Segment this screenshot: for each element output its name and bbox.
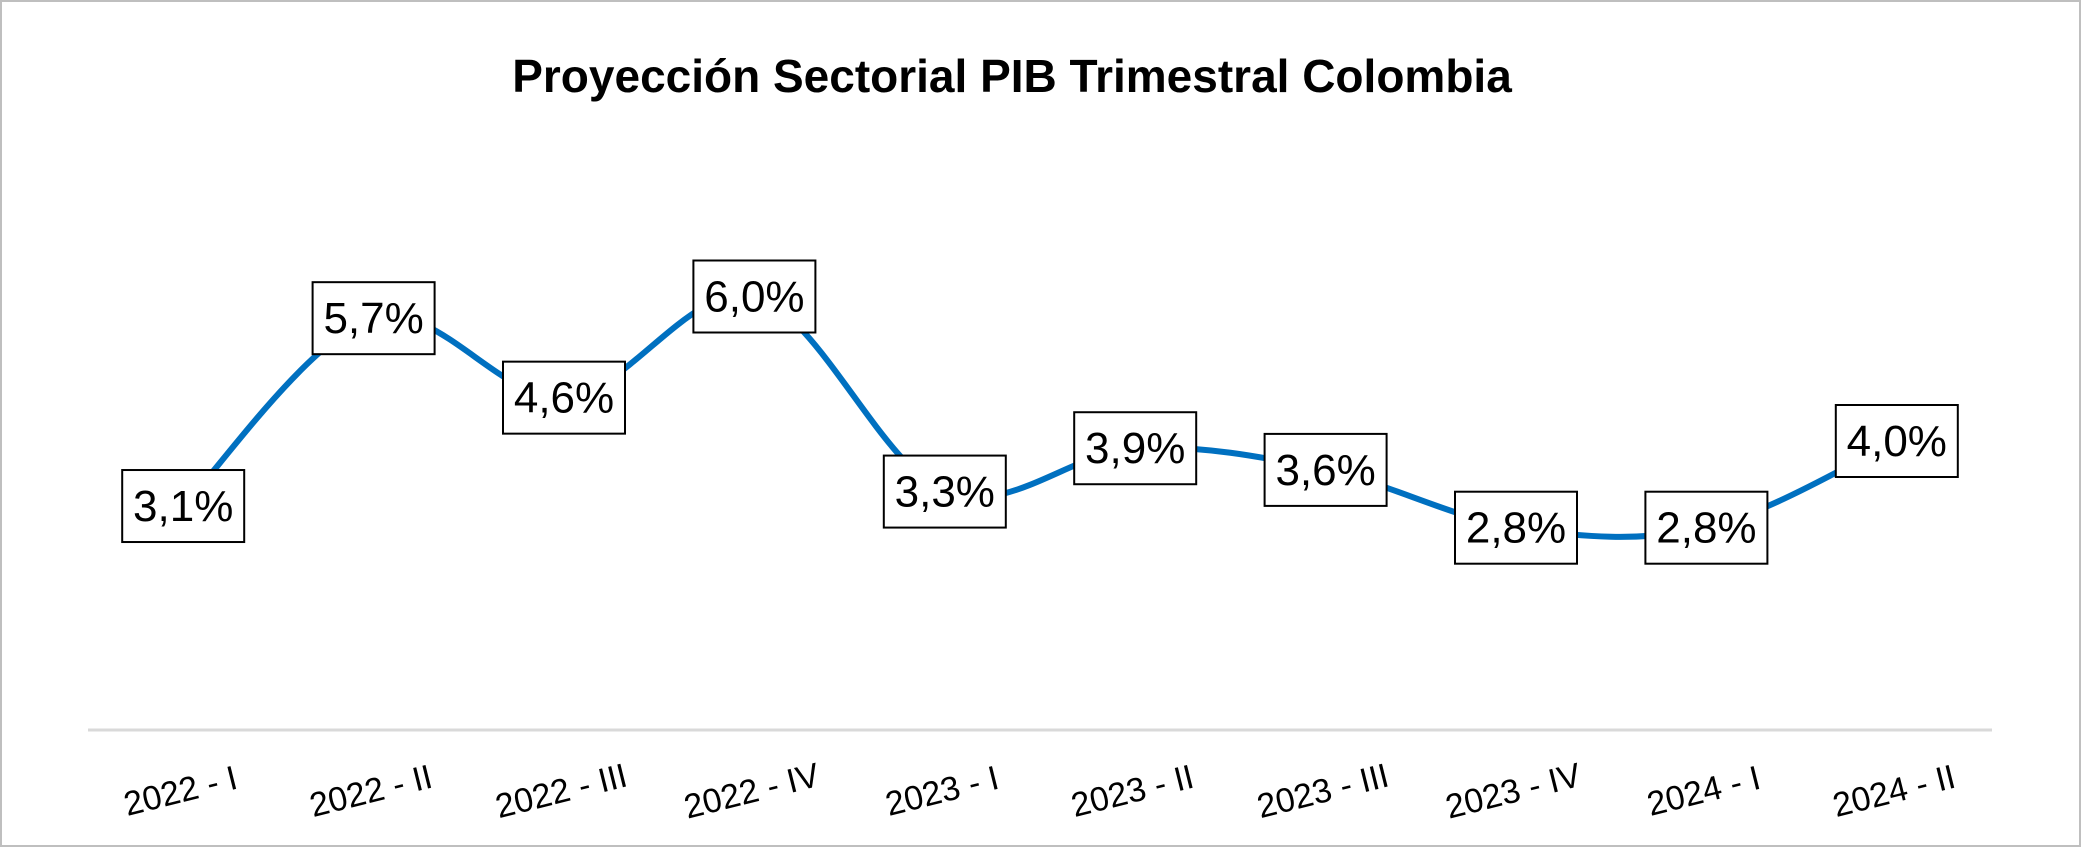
data-label: 4,0%: [1834, 404, 1959, 478]
x-tick-label: 2022 - II: [306, 758, 436, 825]
data-label: 2,8%: [1454, 490, 1578, 565]
data-label-text: 5,7%: [323, 294, 423, 343]
x-tick-label: 2022 - III: [492, 757, 631, 826]
data-label-box: [1834, 404, 1959, 478]
data-label-text: 2,8%: [1466, 504, 1566, 553]
x-tick-label: 2023 - III: [1253, 757, 1392, 826]
data-label-text: 3,1%: [133, 482, 233, 531]
x-tick-label: 2023 - I: [882, 759, 1003, 824]
data-labels-group: 3,1% 5,7% 4,6% 6,0% 3,3% 3,9% 3,6% 2,8% 2,8% 4,0%: [121, 259, 1959, 565]
series-group: [180, 292, 1900, 540]
data-label-text: 4,0%: [1847, 417, 1947, 466]
x-tick-label: 2022 - IV: [680, 756, 823, 826]
data-label-text: 3,9%: [1085, 424, 1185, 473]
data-label-box: [311, 281, 436, 356]
x-tick-labels-group: 2022 - I 2022 - II 2022 - III 2022 - IV 2023…: [120, 756, 1959, 826]
data-label-box: [1454, 490, 1578, 565]
data-label: 6,0%: [692, 259, 817, 334]
data-label: 3,1%: [121, 469, 246, 544]
data-label: 3,3%: [882, 454, 1007, 529]
data-label: 2,8%: [1644, 490, 1769, 565]
data-label: 5,7%: [311, 281, 436, 356]
x-tick-label: 2023 - II: [1067, 758, 1197, 825]
data-label-box: [692, 259, 817, 334]
data-label: 3,6%: [1263, 432, 1388, 507]
data-label-text: 2,8%: [1656, 504, 1756, 553]
data-label-box: [121, 469, 246, 544]
x-tick-label: 2024 - I: [1643, 759, 1764, 824]
data-label-box: [1644, 490, 1769, 565]
data-label-text: 3,3%: [895, 468, 995, 517]
x-tick-label: 2022 - I: [120, 759, 241, 824]
x-tick-label: 2024 - II: [1829, 758, 1959, 825]
series-line: [180, 292, 1900, 540]
data-label-box: [1073, 411, 1198, 486]
data-label: 4,6%: [502, 360, 626, 435]
data-label-box: [882, 454, 1007, 529]
data-label: 3,9%: [1073, 411, 1198, 486]
data-label-text: 3,6%: [1275, 446, 1375, 495]
data-label-box: [1263, 432, 1388, 507]
data-label-text: 4,6%: [514, 374, 614, 423]
data-label-box: [502, 360, 626, 435]
data-label-text: 6,0%: [704, 273, 804, 322]
x-tick-label: 2023 - IV: [1442, 756, 1585, 826]
chart-title: Proyección Sectorial PIB Trimestral Colo…: [512, 50, 1512, 102]
